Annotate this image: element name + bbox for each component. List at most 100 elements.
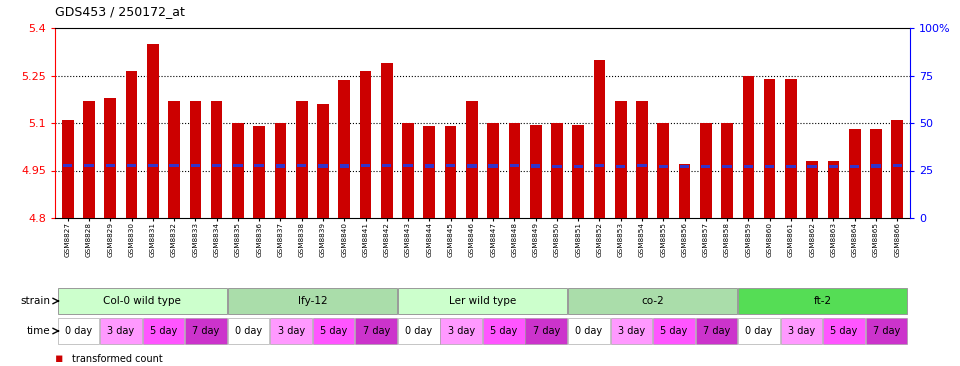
Bar [275,123,286,218]
Bar [105,98,116,218]
Text: 5 day: 5 day [320,326,348,336]
Bar [721,123,732,218]
Bar [636,101,648,218]
Bar [84,101,95,218]
Bar [824,318,865,344]
Bar [828,165,838,168]
Bar [568,318,610,344]
Text: 3 day: 3 day [108,326,134,336]
Bar [483,318,524,344]
Bar [402,123,414,218]
Text: 3 day: 3 day [618,326,645,336]
Bar [319,164,327,168]
Bar [637,164,647,167]
Bar [100,318,142,344]
Bar [397,288,567,314]
Bar [106,164,115,167]
Bar [84,164,94,167]
Text: 5 day: 5 day [491,326,517,336]
Bar [340,164,348,168]
Bar [466,101,478,218]
Text: lfy-12: lfy-12 [298,296,327,306]
Bar [765,165,775,168]
Bar [738,288,907,314]
Bar [679,164,690,218]
Bar [593,60,606,218]
Bar [615,101,627,218]
Text: 7 day: 7 day [533,326,560,336]
Text: ▪: ▪ [55,352,63,366]
Bar [317,104,329,218]
Bar [531,164,540,168]
Bar [191,164,200,167]
Bar [313,318,354,344]
Text: time: time [26,326,50,336]
Text: strain: strain [20,296,50,306]
Bar [355,318,397,344]
Bar [696,318,737,344]
Bar [700,123,711,218]
Bar [850,165,859,168]
Bar [595,164,604,167]
Bar [552,165,562,168]
Bar [444,126,456,218]
Bar [701,165,710,168]
Bar [780,318,823,344]
Bar [58,318,99,344]
Bar [723,165,732,168]
Bar [403,164,413,167]
Bar [61,120,74,218]
Bar [228,288,397,314]
Bar [658,123,669,218]
Bar [488,123,499,218]
Bar [866,318,907,344]
Bar [744,165,753,168]
Bar [63,164,72,167]
Bar [189,101,202,218]
Bar [509,123,520,218]
Text: 7 day: 7 day [192,326,220,336]
Text: 5 day: 5 day [830,326,857,336]
Text: 3 day: 3 day [277,326,304,336]
Bar [297,164,306,167]
Bar [397,318,440,344]
Bar [423,126,435,218]
Text: ▪: ▪ [55,365,63,366]
Bar [828,161,839,218]
Bar [185,318,227,344]
Text: 3 day: 3 day [788,326,815,336]
Text: co-2: co-2 [641,296,664,306]
Bar [870,129,882,218]
Bar [381,63,393,218]
Bar [382,164,392,167]
Bar [849,129,860,218]
Bar [254,164,264,167]
Bar [424,164,434,168]
Bar [742,75,755,218]
Bar [148,164,157,167]
Bar [525,318,567,344]
Bar [58,288,227,314]
Text: ft-2: ft-2 [814,296,832,306]
Bar [276,164,285,168]
Text: Ler wild type: Ler wild type [449,296,516,306]
Bar [211,101,223,218]
Bar [232,123,244,218]
Bar [468,164,476,168]
Bar [253,126,265,218]
Text: transformed count: transformed count [72,354,163,364]
Bar [270,318,312,344]
Bar [169,164,179,167]
Text: 7 day: 7 day [703,326,731,336]
Bar [212,164,222,167]
Bar [233,164,243,167]
Bar [764,79,776,218]
Bar [786,165,796,168]
Bar [127,164,136,167]
Bar [785,79,797,218]
Text: 0 day: 0 day [745,326,773,336]
Bar [339,80,350,218]
Text: GDS453 / 250172_at: GDS453 / 250172_at [55,5,185,18]
Bar [892,120,903,218]
Bar [893,164,901,167]
